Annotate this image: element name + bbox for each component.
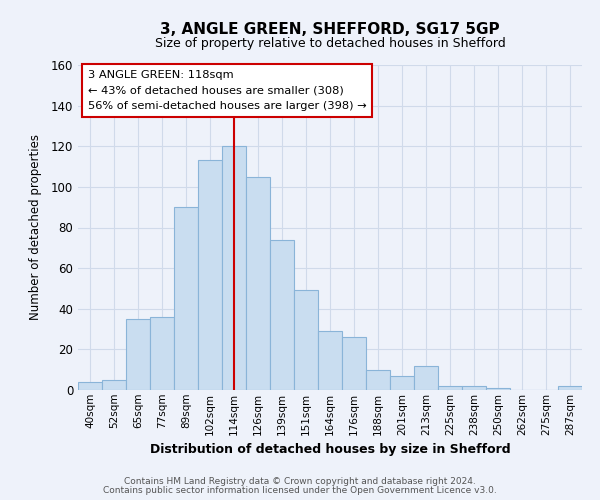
Bar bbox=[270, 240, 294, 390]
Bar bbox=[222, 146, 246, 390]
Bar bbox=[198, 160, 222, 390]
Text: Size of property relative to detached houses in Shefford: Size of property relative to detached ho… bbox=[155, 38, 505, 51]
X-axis label: Distribution of detached houses by size in Shefford: Distribution of detached houses by size … bbox=[149, 443, 511, 456]
Bar bbox=[558, 386, 582, 390]
Bar bbox=[318, 331, 342, 390]
Bar bbox=[150, 317, 174, 390]
Bar bbox=[390, 376, 414, 390]
Bar bbox=[294, 290, 318, 390]
Bar bbox=[102, 380, 126, 390]
Bar bbox=[438, 386, 462, 390]
Text: 3 ANGLE GREEN: 118sqm
← 43% of detached houses are smaller (308)
56% of semi-det: 3 ANGLE GREEN: 118sqm ← 43% of detached … bbox=[88, 70, 367, 111]
Bar bbox=[462, 386, 486, 390]
Y-axis label: Number of detached properties: Number of detached properties bbox=[29, 134, 43, 320]
Text: 3, ANGLE GREEN, SHEFFORD, SG17 5GP: 3, ANGLE GREEN, SHEFFORD, SG17 5GP bbox=[160, 22, 500, 38]
Text: Contains public sector information licensed under the Open Government Licence v3: Contains public sector information licen… bbox=[103, 486, 497, 495]
Bar bbox=[78, 382, 102, 390]
Bar bbox=[414, 366, 438, 390]
Bar bbox=[246, 176, 270, 390]
Bar bbox=[126, 319, 150, 390]
Bar bbox=[342, 337, 366, 390]
Bar bbox=[486, 388, 510, 390]
Text: Contains HM Land Registry data © Crown copyright and database right 2024.: Contains HM Land Registry data © Crown c… bbox=[124, 477, 476, 486]
Bar bbox=[174, 207, 198, 390]
Bar bbox=[366, 370, 390, 390]
